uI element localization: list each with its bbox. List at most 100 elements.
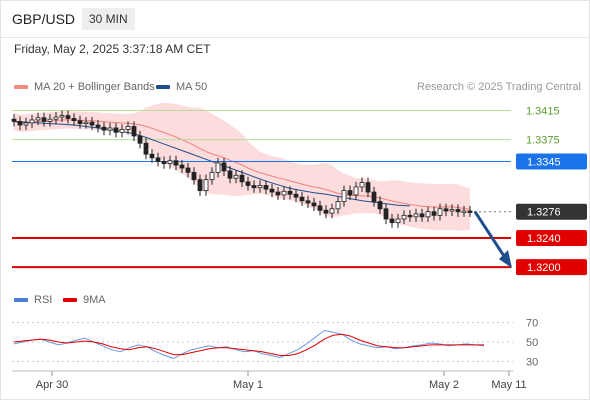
candle-body — [29, 119, 35, 124]
ma20-line — [13, 119, 471, 210]
candle-body — [203, 179, 209, 191]
candle-body — [185, 167, 191, 173]
forecast-arrow-shaft — [473, 210, 508, 260]
candle-body — [131, 126, 137, 137]
candle-body — [461, 210, 467, 213]
rsi-tick-50: 50 — [526, 337, 538, 349]
ma20-swatch — [14, 85, 28, 89]
legend-ma50-label: MA 50 — [176, 81, 208, 93]
candle-body — [347, 190, 353, 196]
candle-body — [101, 126, 107, 131]
level-label-1.3375: 1.3375 — [526, 135, 560, 147]
timeframe-button[interactable]: 30 MIN — [82, 8, 135, 30]
x-tick-label: May 2 — [429, 379, 459, 391]
level-tag-1.3240 — [516, 229, 587, 246]
rsi-9ma-line — [13, 333, 484, 356]
legend-ma20-label: MA 20 + Bollinger Bands — [34, 81, 155, 93]
rsi-tick-30: 30 — [526, 356, 538, 368]
legend-9ma: 9MA — [63, 294, 106, 306]
candle-body — [299, 196, 305, 202]
candle-body — [71, 118, 77, 122]
candle-body — [11, 118, 17, 122]
candle-body — [371, 191, 377, 202]
level-label-1.3415: 1.3415 — [526, 105, 560, 117]
currency-pair-title: GBP/USD — [12, 11, 76, 27]
candle-body — [35, 117, 41, 121]
candle-body — [89, 121, 95, 126]
candle-body — [143, 142, 149, 155]
legend-ma20: MA 20 + Bollinger Bands — [14, 81, 155, 93]
bollinger-band — [14, 102, 470, 231]
legend-9ma-label: 9MA — [83, 294, 106, 306]
candle-body — [425, 211, 431, 218]
level-tag-1.3200 — [516, 259, 587, 276]
forecast-arrow-head — [499, 250, 512, 269]
candle-body — [419, 213, 425, 218]
level-label-1.3240: 1.3240 — [527, 233, 561, 245]
candle-body — [317, 205, 323, 211]
candle-body — [413, 213, 419, 218]
candle-body — [341, 190, 347, 202]
candle-body — [293, 193, 299, 198]
candle-body — [323, 209, 329, 214]
level-tag-1.3345 — [516, 153, 587, 170]
candle-body — [149, 153, 155, 159]
legend-rsi-label: RSI — [34, 294, 53, 306]
candle-body — [251, 185, 257, 189]
candle-body — [23, 122, 29, 126]
candle-body — [41, 117, 47, 122]
candle-body — [191, 171, 197, 181]
candle-body — [59, 115, 65, 118]
candle-body — [209, 171, 215, 181]
candle-body — [269, 188, 275, 193]
rsi-tick-70: 70 — [526, 318, 538, 330]
candle-body — [155, 157, 161, 162]
research-credit: Research © 2025 Trading Central — [416, 81, 581, 93]
candle-body — [449, 209, 455, 212]
candle-body — [179, 164, 185, 169]
timestamp: Friday, May 2, 2025 3:37:18 AM CET — [14, 42, 211, 56]
candle-body — [107, 127, 113, 131]
candle-body — [437, 208, 443, 216]
candle-body — [305, 200, 311, 204]
candle-body — [365, 182, 371, 193]
candle-body — [173, 160, 179, 166]
legend-ma50: MA 50 — [156, 81, 207, 93]
ma9-swatch — [63, 298, 77, 302]
level-label-1.3276: 1.3276 — [527, 207, 561, 219]
candle-body — [395, 218, 401, 224]
level-label-1.3345: 1.3345 — [527, 156, 561, 168]
candle-body — [359, 182, 365, 188]
candle-body — [113, 127, 119, 133]
candle-body — [215, 162, 221, 173]
candle-body — [167, 160, 173, 165]
candle-body — [221, 162, 227, 172]
candle-body — [77, 120, 83, 124]
candle-body — [455, 209, 461, 213]
level-tag-1.3276 — [516, 203, 587, 220]
candle-body — [383, 208, 389, 220]
candle-body — [257, 185, 263, 189]
x-tick-label: Apr 30 — [36, 379, 68, 391]
candle-body — [467, 210, 473, 213]
candle-body — [335, 201, 341, 210]
x-tick-label: May 1 — [233, 379, 263, 391]
candle-body — [161, 161, 167, 165]
candle-body — [311, 202, 317, 207]
rsi-line — [13, 329, 485, 359]
ma50-swatch — [156, 85, 170, 89]
level-label-1.3200: 1.3200 — [527, 262, 561, 274]
candle-body — [197, 179, 203, 191]
candle-body — [245, 181, 251, 186]
legend-rsi: RSI — [14, 294, 52, 306]
rsi-swatch — [14, 298, 28, 302]
candle-body — [443, 208, 449, 212]
candle-body — [95, 124, 101, 128]
candle-body — [281, 190, 287, 196]
candle-body — [119, 129, 125, 133]
candle-body — [137, 135, 143, 144]
candle-body — [53, 116, 59, 120]
candle-body — [389, 218, 395, 224]
